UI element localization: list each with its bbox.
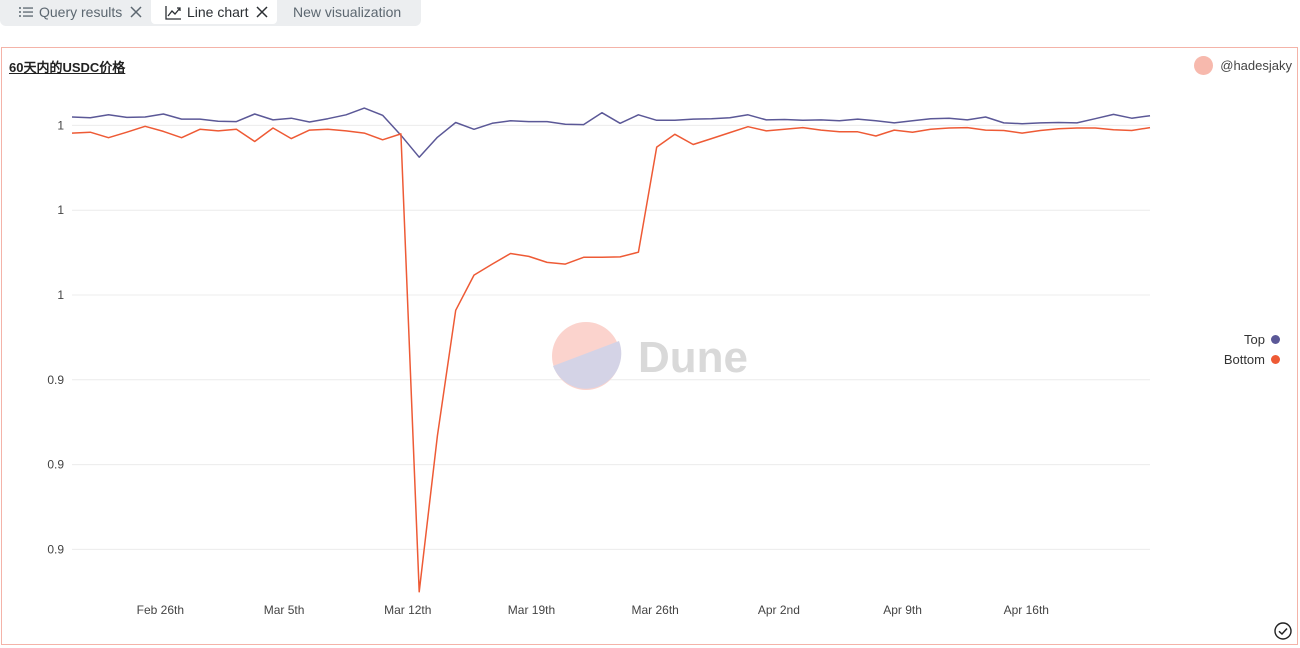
chart-title[interactable]: 60天内的USDC价格 — [9, 60, 126, 75]
tab-query-results[interactable]: Query results — [18, 0, 142, 24]
avatar — [1194, 56, 1214, 75]
tab-label: Line chart — [187, 4, 249, 20]
tab-new-visualization[interactable]: New visualization — [293, 0, 401, 24]
x-tick-label: Apr 2nd — [758, 603, 800, 617]
list-icon — [18, 5, 34, 19]
y-tick-label: 0.9 — [47, 373, 64, 387]
series-line-top[interactable] — [71, 107, 1151, 158]
check-circle-icon[interactable] — [1274, 622, 1292, 640]
legend-dot — [1271, 334, 1280, 344]
line-chart-icon — [165, 5, 182, 20]
legend-dot — [1271, 354, 1280, 364]
y-tick-label: 0.9 — [47, 542, 64, 556]
grid-lines — [72, 124, 1150, 550]
y-axis: 1 1 1 0.9 0.9 0.9 — [47, 118, 64, 556]
x-tick-label: Apr 16th — [1004, 603, 1049, 617]
close-icon[interactable] — [130, 6, 142, 18]
x-tick-label: Mar 12th — [384, 603, 431, 617]
x-tick-label: Mar 26th — [632, 603, 679, 617]
x-tick-label: Mar 5th — [264, 603, 305, 617]
series-lines — [71, 107, 1151, 593]
y-tick-label: 1 — [57, 288, 64, 302]
watermark-text: Dune — [638, 333, 748, 382]
tab-label: New visualization — [293, 4, 402, 20]
dune-watermark: Dune — [552, 322, 748, 390]
x-tick-label: Feb 26th — [137, 603, 184, 617]
x-axis: Feb 26th Mar 5th Mar 12th Mar 19th Mar 26th A… — [137, 603, 1049, 617]
legend: Top Bottom — [1224, 329, 1280, 369]
tab-line-chart[interactable]: Line chart — [151, 0, 277, 24]
author-name: @hadesjaky — [1220, 58, 1292, 73]
tab-label: Query results — [39, 4, 123, 20]
legend-label: Top — [1244, 331, 1265, 347]
watermark-logo-segment — [553, 341, 622, 389]
legend-label: Bottom — [1223, 351, 1265, 367]
visualization-tab-bar: Query results Line chart New visualizati… — [0, 0, 421, 26]
legend-item-bottom[interactable]: Bottom — [1224, 349, 1280, 369]
x-tick-label: Apr 9th — [883, 603, 922, 617]
y-tick-label: 1 — [57, 203, 64, 217]
y-tick-label: 0.9 — [47, 458, 64, 472]
close-icon[interactable] — [256, 6, 269, 18]
author-badge[interactable]: @hadesjaky — [1194, 56, 1292, 75]
y-tick-label: 1 — [57, 118, 64, 132]
legend-item-top[interactable]: Top — [1224, 329, 1280, 349]
chart-panel — [1, 47, 1298, 645]
x-tick-label: Mar 19th — [508, 603, 555, 617]
series-line-bottom[interactable] — [71, 125, 1151, 593]
